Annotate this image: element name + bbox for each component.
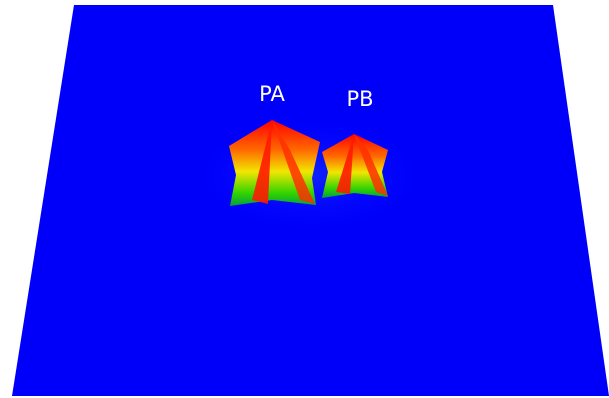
peak-b: [322, 134, 388, 198]
peak-b-label: PB: [346, 87, 373, 111]
peak-a-label: PA: [259, 82, 285, 106]
peak-a: [229, 120, 320, 206]
